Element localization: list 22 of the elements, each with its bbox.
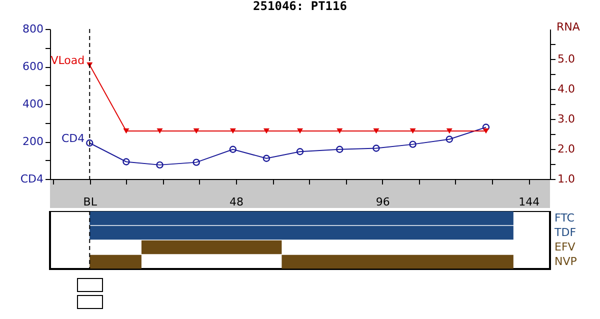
y-tick-label: TDF	[554, 226, 576, 239]
y-tick-label: EFV	[554, 240, 576, 254]
y-tick-label: 800	[22, 22, 44, 36]
y-tick-label: 200	[22, 135, 44, 148]
y-tick-label: NVP	[554, 254, 578, 268]
chart-title: 251046: PT116	[253, 0, 347, 13]
y-tick-label: 600	[22, 60, 44, 73]
x-tick-label: 48	[229, 196, 244, 208]
y2-tick-label: 3.0	[558, 112, 575, 126]
y2-tick-label: 2.0	[558, 142, 575, 156]
x-tick-label: 144	[518, 196, 540, 208]
y2-axis-title: RNA	[556, 20, 580, 34]
x-tick-label: BL	[83, 196, 98, 208]
y2-tick-label: 5.0	[558, 52, 575, 66]
y-tick-label: 400	[22, 98, 44, 110]
y-tick-label: CD4	[20, 172, 44, 186]
series-label: CD4	[61, 132, 85, 145]
x-tick-label: 96	[376, 196, 390, 208]
series-label: VLoad	[50, 54, 85, 67]
y-tick-label: FTC	[554, 211, 575, 224]
y2-tick-label: 1.0	[558, 172, 575, 186]
y2-tick-label: 4.0	[558, 82, 575, 96]
